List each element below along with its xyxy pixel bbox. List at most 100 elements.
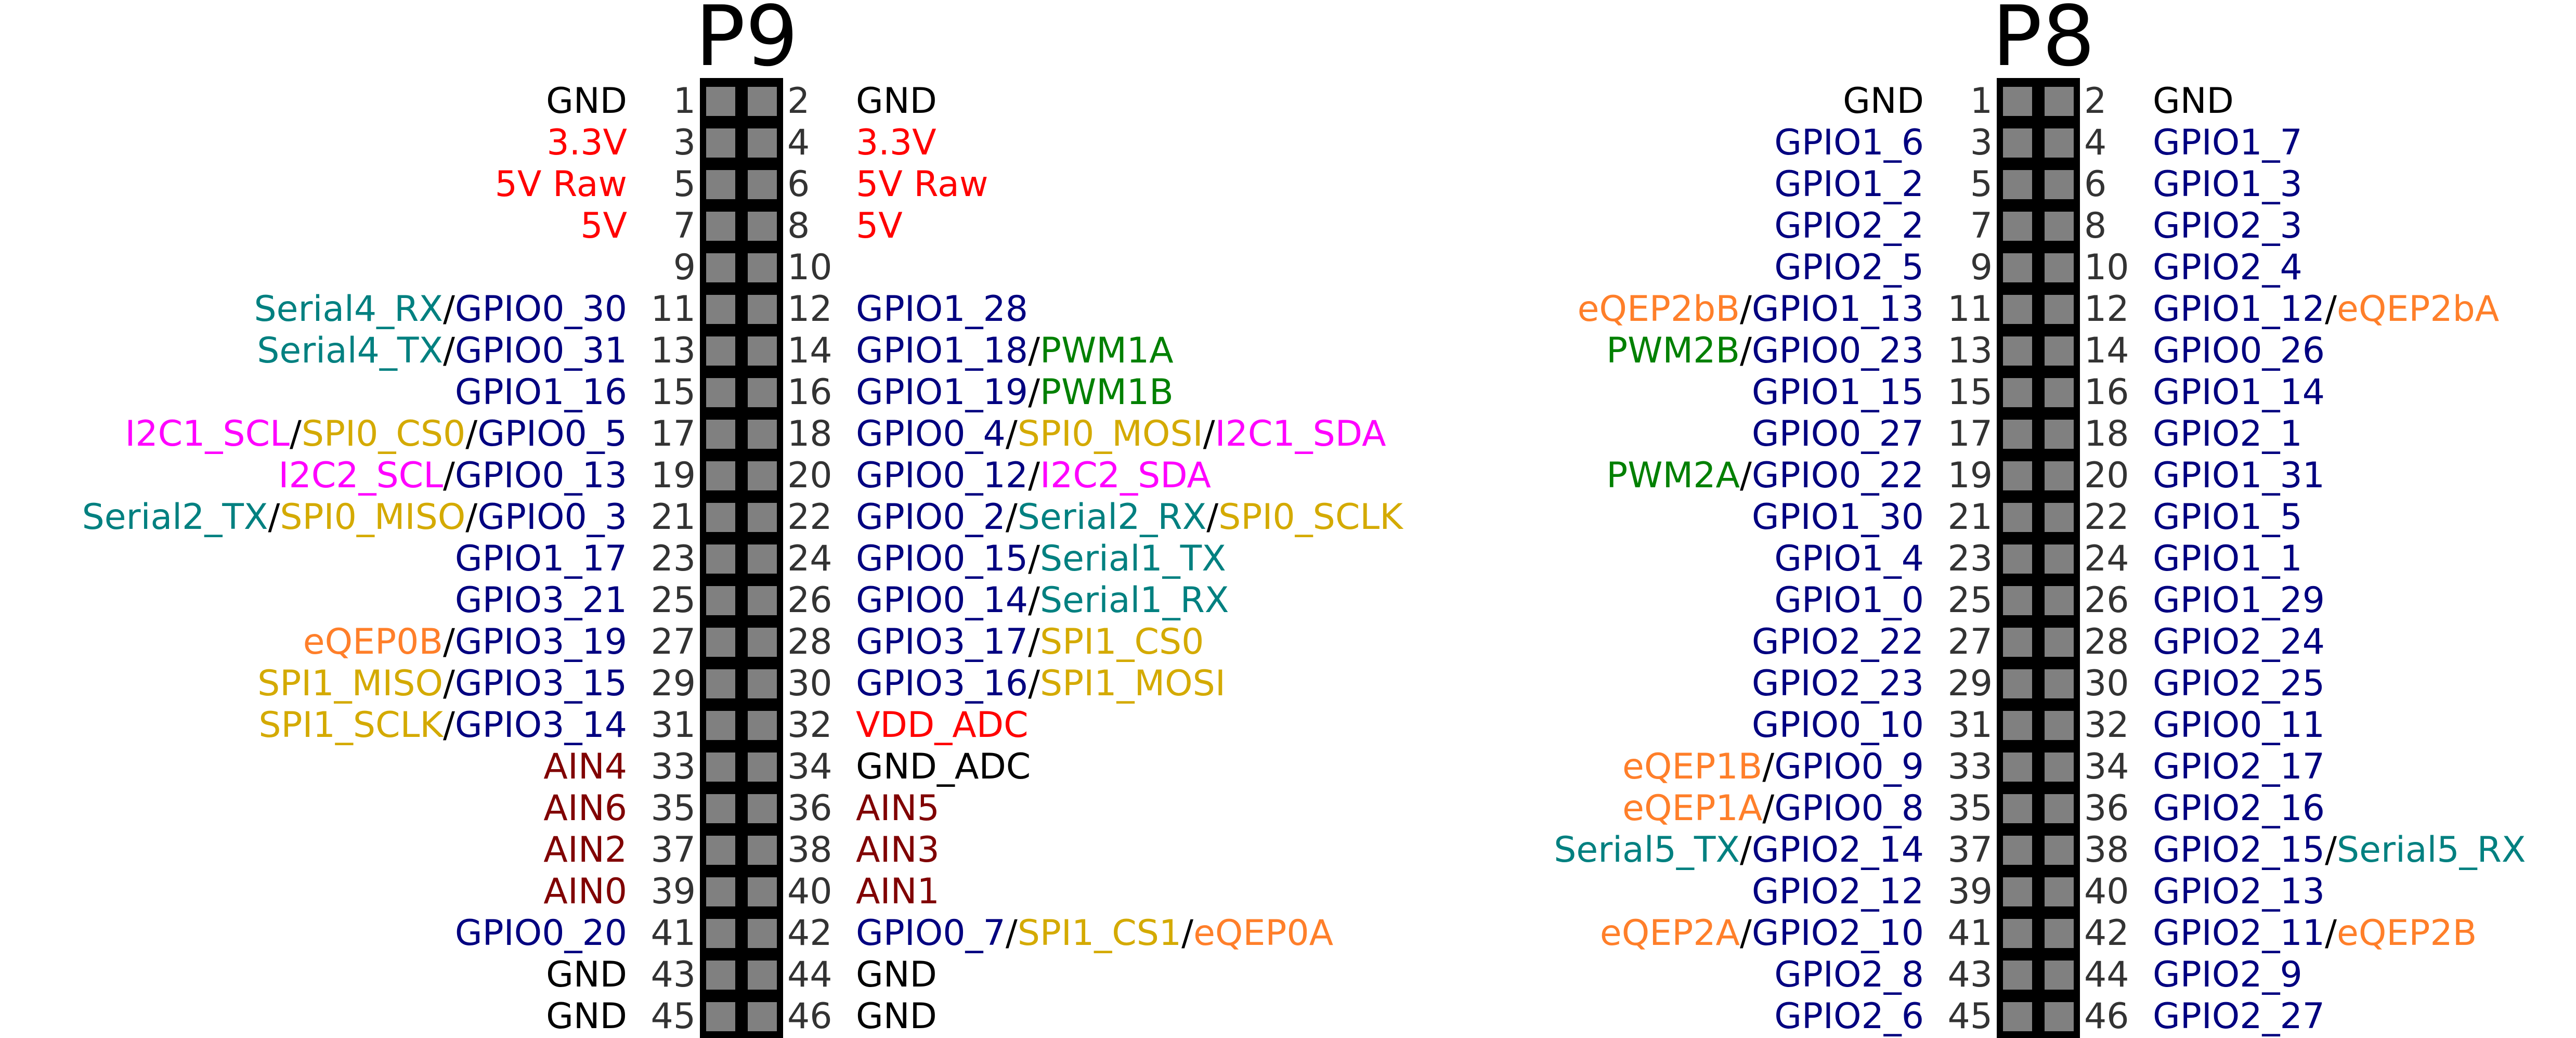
pin-pad[interactable] — [706, 336, 735, 366]
pin-number: 9 — [1970, 247, 1993, 288]
pin-pad[interactable] — [748, 544, 777, 574]
pin-pad[interactable] — [2045, 128, 2074, 158]
pin-pad[interactable] — [748, 253, 777, 282]
pin-pad[interactable] — [706, 420, 735, 449]
pin-pad[interactable] — [2003, 877, 2032, 906]
pin-pad[interactable] — [2003, 836, 2032, 865]
pin-pad[interactable] — [748, 503, 777, 532]
pin-pad[interactable] — [706, 170, 735, 199]
pin-pad[interactable] — [748, 336, 777, 366]
pin-pad[interactable] — [2045, 836, 2074, 865]
pin-pad[interactable] — [2045, 711, 2074, 740]
pin-pad[interactable] — [2045, 586, 2074, 615]
pin-pad[interactable] — [2003, 212, 2032, 241]
pin-pad[interactable] — [2045, 461, 2074, 490]
pin-pad[interactable] — [2045, 87, 2074, 116]
pin-pad[interactable] — [2003, 1002, 2032, 1031]
pin-pad[interactable] — [748, 212, 777, 241]
pin-pad[interactable] — [706, 87, 735, 116]
pin-number: 24 — [787, 538, 832, 579]
pin-pad[interactable] — [2045, 336, 2074, 366]
pin-pad[interactable] — [706, 794, 735, 823]
pin-pad[interactable] — [748, 961, 777, 990]
pin-pad[interactable] — [706, 1002, 735, 1031]
pin-pad[interactable] — [748, 128, 777, 158]
pin-pad[interactable] — [706, 836, 735, 865]
pin-pad[interactable] — [2045, 1002, 2074, 1031]
pin-pad[interactable] — [706, 128, 735, 158]
pin-pad[interactable] — [2045, 378, 2074, 407]
pin-pad[interactable] — [706, 961, 735, 990]
pin-label: GND — [856, 81, 937, 122]
pin-pad[interactable] — [706, 212, 735, 241]
pin-pad[interactable] — [2003, 919, 2032, 948]
pin-pad[interactable] — [2045, 295, 2074, 324]
pin-pad[interactable] — [748, 836, 777, 865]
pin-pad[interactable] — [2003, 87, 2032, 116]
pin-pad[interactable] — [2003, 420, 2032, 449]
pin-number: 1 — [1970, 81, 1993, 122]
pin-pad[interactable] — [2003, 253, 2032, 282]
pin-pad[interactable] — [748, 877, 777, 906]
pin-pad[interactable] — [706, 628, 735, 657]
pin-pad[interactable] — [2045, 170, 2074, 199]
pin-pad[interactable] — [748, 628, 777, 657]
pin-pad[interactable] — [748, 1002, 777, 1031]
pin-pad[interactable] — [2003, 794, 2032, 823]
pin-pad[interactable] — [748, 586, 777, 615]
pin-pad[interactable] — [2003, 628, 2032, 657]
pin-pad[interactable] — [2045, 628, 2074, 657]
pin-pad[interactable] — [748, 378, 777, 407]
pin-pad[interactable] — [2045, 752, 2074, 782]
pin-pad[interactable] — [706, 919, 735, 948]
pin-pad[interactable] — [706, 461, 735, 490]
pin-pad[interactable] — [2003, 669, 2032, 698]
pin-pad[interactable] — [748, 711, 777, 740]
pin-pad[interactable] — [706, 877, 735, 906]
pin-pad[interactable] — [2003, 752, 2032, 782]
pin-pad[interactable] — [706, 711, 735, 740]
pin-pad[interactable] — [2003, 711, 2032, 740]
pin-pad[interactable] — [748, 461, 777, 490]
pin-pad[interactable] — [2045, 877, 2074, 906]
pin-label: GPIO2_22 — [1752, 621, 1924, 663]
pin-pad[interactable] — [2003, 461, 2032, 490]
pin-number: 9 — [673, 247, 696, 288]
pin-pad[interactable] — [706, 295, 735, 324]
pin-pad[interactable] — [748, 295, 777, 324]
pin-pad[interactable] — [706, 586, 735, 615]
pin-pad[interactable] — [2003, 128, 2032, 158]
pin-label: GPIO2_6 — [1774, 996, 1924, 1037]
pin-pad[interactable] — [2045, 794, 2074, 823]
pin-pad[interactable] — [2045, 961, 2074, 990]
pin-pad[interactable] — [2003, 295, 2032, 324]
pin-pad[interactable] — [2045, 253, 2074, 282]
pin-pad[interactable] — [2045, 669, 2074, 698]
pin-pad[interactable] — [748, 669, 777, 698]
pin-pad[interactable] — [2003, 378, 2032, 407]
pin-pad[interactable] — [748, 170, 777, 199]
pin-pad[interactable] — [706, 503, 735, 532]
pin-pad[interactable] — [706, 752, 735, 782]
pin-pad[interactable] — [2003, 961, 2032, 990]
pin-pad[interactable] — [748, 87, 777, 116]
pin-pad[interactable] — [706, 378, 735, 407]
pin-pad[interactable] — [2045, 544, 2074, 574]
pin-pad[interactable] — [2045, 919, 2074, 948]
pin-pad[interactable] — [748, 794, 777, 823]
pin-pad[interactable] — [2045, 212, 2074, 241]
pin-pad[interactable] — [706, 669, 735, 698]
pin-pad[interactable] — [2045, 420, 2074, 449]
pin-pad[interactable] — [2045, 503, 2074, 532]
pin-pad[interactable] — [706, 253, 735, 282]
pin-pad[interactable] — [2003, 170, 2032, 199]
signal-name: Serial5_TX — [1554, 829, 1740, 871]
pin-pad[interactable] — [2003, 503, 2032, 532]
pin-pad[interactable] — [748, 919, 777, 948]
pin-pad[interactable] — [2003, 336, 2032, 366]
pin-pad[interactable] — [748, 752, 777, 782]
pin-pad[interactable] — [748, 420, 777, 449]
pin-pad[interactable] — [2003, 544, 2032, 574]
pin-pad[interactable] — [2003, 586, 2032, 615]
pin-pad[interactable] — [706, 544, 735, 574]
